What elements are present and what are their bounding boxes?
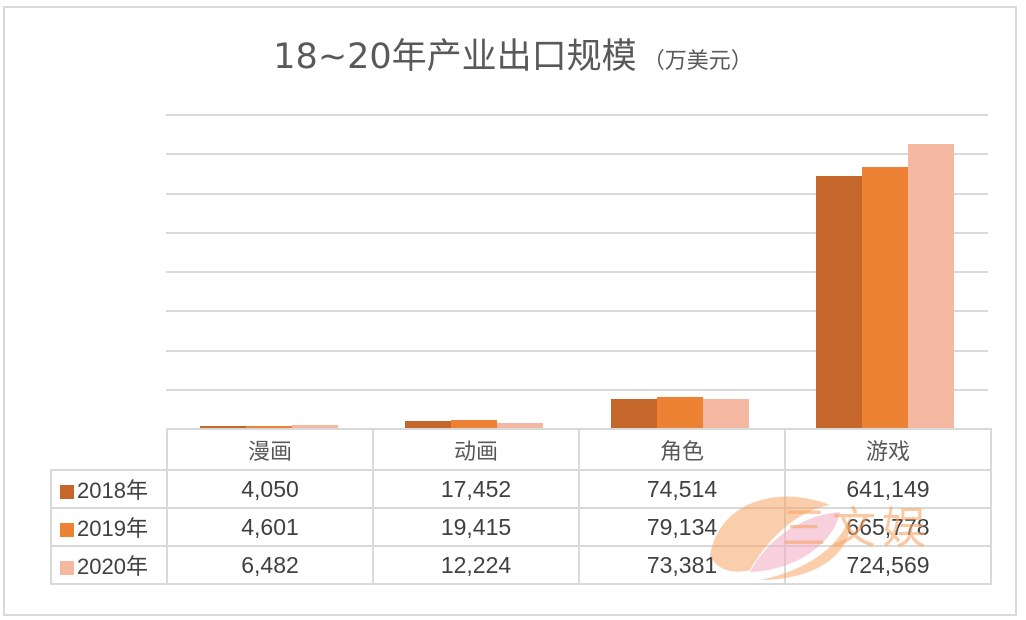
legend-2019: 2019年 — [50, 507, 168, 547]
legend-swatch-icon — [60, 485, 74, 499]
bar-2020年-漫画 — [291, 425, 338, 428]
gridline — [166, 192, 988, 195]
chart-title: 18~20年产业出口规模 （万美元） — [0, 28, 1026, 79]
legend-swatch-icon — [60, 561, 74, 575]
gridline — [166, 231, 988, 234]
table-cell: 4,050 — [166, 469, 374, 509]
chart-title-unit: （万美元） — [642, 49, 753, 74]
bar-2019年-动画 — [451, 420, 498, 428]
bar-2018年-动画 — [405, 421, 452, 428]
bar-2019年-角色 — [656, 396, 703, 428]
bar-2020年-动画 — [497, 423, 544, 428]
gridline — [166, 388, 988, 391]
table-cell: 73,381 — [578, 545, 786, 585]
bar-2018年-角色 — [610, 398, 657, 428]
table-row: 2018年 4,050 17,452 74,514 641,149 — [50, 469, 992, 509]
gridline — [166, 310, 988, 313]
legend-swatch-icon — [60, 523, 74, 537]
plot-area — [166, 114, 988, 428]
bar-2018年-游戏 — [816, 176, 863, 428]
chart-frame — [3, 6, 1017, 616]
watermark-text: 三文娱 — [782, 503, 932, 554]
table-cell: 6,482 — [166, 545, 374, 585]
bar-2019年-游戏 — [862, 166, 909, 428]
table-cell: 641,149 — [784, 469, 992, 509]
gridline — [166, 271, 988, 273]
legend-2020: 2020年 — [50, 545, 168, 585]
bar-2020年-角色 — [702, 399, 749, 428]
category-header: 漫画 — [166, 428, 374, 471]
table-header-row: 漫画 动画 角色 游戏 — [51, 428, 992, 471]
gridline — [166, 349, 988, 352]
bar-2020年-游戏 — [908, 143, 955, 428]
table-cell: 4,601 — [166, 507, 374, 547]
chart-title-main: 18~20年产业出口规模 — [273, 37, 637, 77]
table-cell: 19,415 — [372, 507, 580, 547]
bar-2018年-漫画 — [199, 426, 246, 428]
gridline — [166, 153, 988, 156]
legend-2018: 2018年 — [50, 469, 168, 509]
gridline — [166, 114, 988, 116]
table-corner — [51, 429, 168, 471]
category-header: 游戏 — [784, 428, 992, 471]
table-cell: 74,514 — [578, 469, 786, 509]
category-header: 动画 — [372, 428, 580, 471]
table-cell: 17,452 — [372, 469, 580, 509]
table-cell: 79,134 — [578, 507, 786, 547]
bar-2019年-漫画 — [245, 426, 292, 428]
table-cell: 12,224 — [372, 545, 580, 585]
category-header: 角色 — [578, 428, 786, 471]
